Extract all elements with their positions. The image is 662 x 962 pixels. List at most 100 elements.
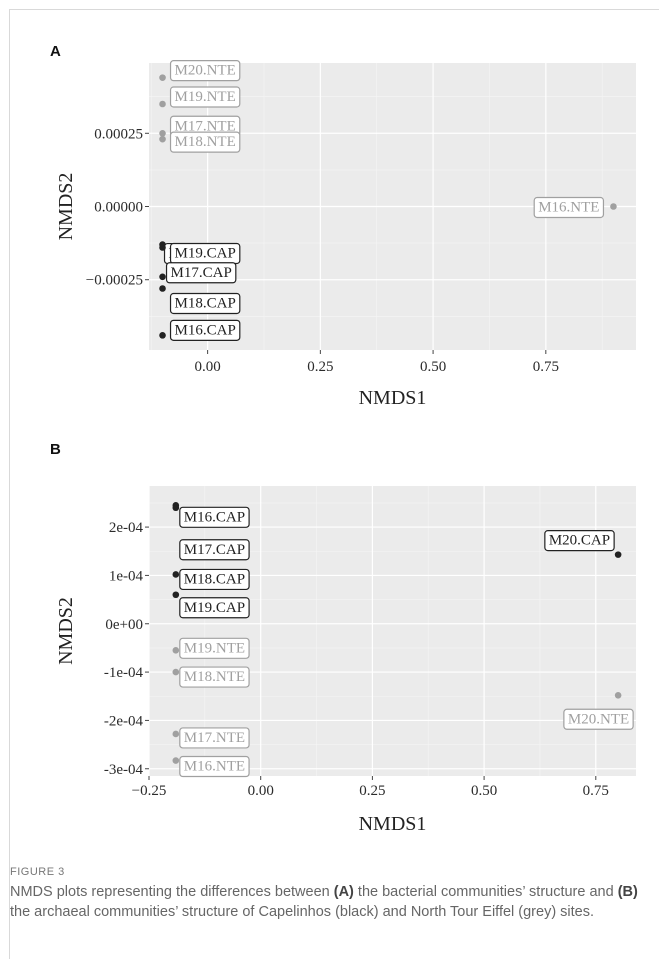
data-point-m18-cap — [172, 571, 180, 578]
y-tick-label: 0e+00 — [105, 617, 143, 633]
figure-caption: FIGURE 3 NMDS plots representing the dif… — [10, 866, 640, 922]
point-label-text: M19.NTE — [175, 89, 236, 105]
point-label: M20.NTE — [563, 708, 634, 730]
point-label-box — [179, 597, 250, 619]
point-label-box — [169, 319, 241, 341]
caption-part-3: the archaeal communities’ structure of C… — [10, 904, 595, 920]
data-point-m17-nte — [159, 129, 166, 137]
data-point-m17-nte — [172, 730, 180, 738]
data-point-m20-nte — [159, 74, 166, 81]
point-label-box — [169, 131, 241, 153]
y-tick-label: 2e-04 — [109, 520, 144, 536]
data-point-m18-nte — [172, 668, 180, 676]
y-tick-label: -2e-04 — [104, 713, 144, 729]
point-label-box — [179, 755, 250, 778]
point-label-text: M17.CAP — [171, 265, 232, 281]
point-label-text: M16.CAP — [175, 322, 236, 338]
point-label: M17.NTE — [169, 115, 241, 137]
x-tick-label: 0.50 — [420, 359, 446, 375]
point-label-text: M20.NTE — [175, 63, 236, 79]
data-point-m16-nte — [610, 203, 617, 210]
caption-ref-b: (B) — [617, 884, 638, 900]
point-label-text: M19.CAP — [175, 246, 236, 262]
point-label-text: M17.CAP — [184, 542, 245, 558]
y-axis-title: NMDS2 — [55, 173, 77, 241]
x-tick-label: −0.25 — [132, 783, 167, 799]
data-point-m16-cap — [159, 332, 166, 339]
x-tick-label: 0.25 — [307, 359, 333, 375]
point-label-text: M18.NTE — [175, 134, 236, 150]
x-tick-label: 0.50 — [471, 783, 497, 799]
panel-b: B −0.25 0.00 0.25 0.50 0.75 2e-04 1e-04 0e+00 -1e… — [50, 441, 636, 835]
point-label-box — [563, 708, 634, 730]
point-label-box — [165, 262, 237, 284]
point-label-box — [169, 86, 241, 108]
x-tick-label: 0.75 — [533, 359, 559, 375]
point-label: M18.NTE — [169, 131, 241, 153]
data-point-m19-cap — [172, 591, 180, 599]
data-point-m18-cap — [159, 285, 166, 292]
panel-letter: A — [50, 43, 61, 60]
caption-part-2: the bacterial communities’ structure and — [353, 884, 618, 900]
caption-ref-a: (A) — [333, 884, 354, 900]
point-label-box — [179, 506, 250, 528]
point-label: M16.CAP — [179, 506, 250, 528]
y-tick-label: -3e-04 — [104, 762, 144, 778]
point-label: M16.NTE — [533, 196, 605, 219]
point-label-text: M18.NTE — [184, 669, 245, 685]
y-tick-label: -1e-04 — [104, 665, 144, 681]
point-label: M17.CAP — [165, 262, 237, 284]
point-label: M19.CAP — [179, 597, 250, 619]
point-label-box — [179, 727, 250, 749]
point-label: M18.CAP — [169, 292, 241, 315]
point-label-box — [169, 60, 241, 82]
point-label: M20.NTE — [169, 60, 241, 82]
data-point-m17-cap — [159, 273, 166, 281]
figure-label: FIGURE 3 — [10, 866, 65, 878]
point-label-box — [179, 568, 250, 591]
point-label-text: M20.CAP — [549, 533, 610, 549]
data-point-m19-cap — [159, 244, 166, 251]
x-tick-label: 0.25 — [359, 783, 385, 799]
x-tick-label: 0.00 — [194, 359, 220, 375]
point-label-text: M18.CAP — [184, 571, 245, 587]
point-label: M18.NTE — [179, 666, 250, 688]
point-label-box — [544, 530, 615, 552]
point-label-text: M19.CAP — [184, 600, 245, 616]
data-point-m18-nte — [159, 135, 166, 143]
point-label: M19.CAP — [169, 242, 241, 265]
data-point-m17-cap — [172, 504, 180, 512]
point-label-text: M17.NTE — [175, 118, 236, 134]
x-tick-label: 0.75 — [583, 783, 609, 799]
caption-text: NMDS plots representing the differences … — [10, 882, 640, 922]
point-label: M17.NTE — [179, 727, 250, 749]
y-tick-label: −0.00025 — [86, 273, 143, 289]
panel-letter: B — [50, 441, 61, 458]
point-label-text: M19.NTE — [184, 640, 245, 656]
y-tick-label: 1e-04 — [109, 568, 144, 584]
point-label: M16.CAP — [169, 319, 241, 341]
figure-frame — [9, 9, 659, 959]
point-label-box — [169, 292, 241, 315]
point-label: M20.CAP — [544, 530, 615, 552]
point-label: M17.CAP — [179, 539, 250, 561]
point-label-text: M17.NTE — [184, 730, 245, 746]
y-tick-label: 0.00000 — [94, 200, 143, 216]
point-label-box — [179, 637, 250, 659]
data-point-m20-nte — [614, 691, 622, 699]
point-label: M19.NTE — [169, 86, 241, 108]
point-label-text: M20.NTE — [568, 711, 629, 727]
nmds-figure: A 0.00 0.25 0.50 0.75 0.00025 0.00000 −0.00025 N… — [50, 43, 636, 835]
data-point-m19-nte — [172, 647, 180, 654]
point-label: M16.NTE — [179, 755, 250, 778]
data-point-m19-nte — [159, 100, 166, 108]
y-axis-title: NMDS2 — [55, 597, 77, 665]
point-label-text: M18.CAP — [175, 296, 236, 312]
x-axis-title: NMDS1 — [359, 813, 427, 835]
x-tick-label: 0.00 — [248, 783, 274, 799]
panel-a: A 0.00 0.25 0.50 0.75 0.00025 0.00000 −0.00025 N… — [50, 43, 636, 409]
point-label-text: M16.NTE — [184, 759, 245, 775]
y-tick-label: 0.00025 — [94, 126, 143, 142]
data-point-m16-nte — [172, 757, 180, 764]
point-label-box — [179, 666, 250, 688]
